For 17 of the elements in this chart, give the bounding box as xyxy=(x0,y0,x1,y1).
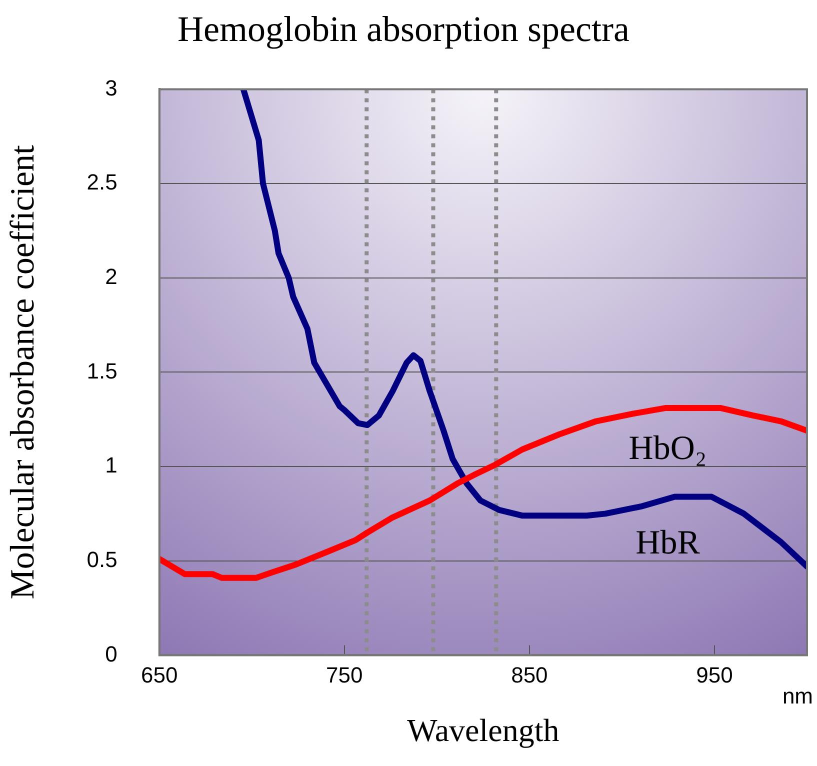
y-tick-label: 2.5 xyxy=(86,170,118,195)
y-tick-label: 0 xyxy=(105,641,118,666)
x-tick-label: 950 xyxy=(696,662,733,688)
y-axis-title: Molecular absorbance coefficient xyxy=(4,144,42,600)
series-label: HbO₂ xyxy=(628,430,707,467)
x-tick-label: 850 xyxy=(511,662,548,688)
series-label: HbR xyxy=(636,524,700,562)
y-tick-label: 2 xyxy=(105,264,118,289)
x-tick-label: 650 xyxy=(141,662,178,688)
x-axis-title: Wavelength xyxy=(407,712,560,748)
y-tick-label: 3 xyxy=(105,75,118,100)
chart-title: Hemoglobin absorption spectra xyxy=(178,9,630,50)
y-tick-label: 0.5 xyxy=(86,546,118,572)
y-tick-label: 1.5 xyxy=(86,358,118,384)
y-tick-label: 1 xyxy=(105,452,118,478)
x-tick-label: 750 xyxy=(326,662,363,688)
text: nm xyxy=(782,683,813,708)
